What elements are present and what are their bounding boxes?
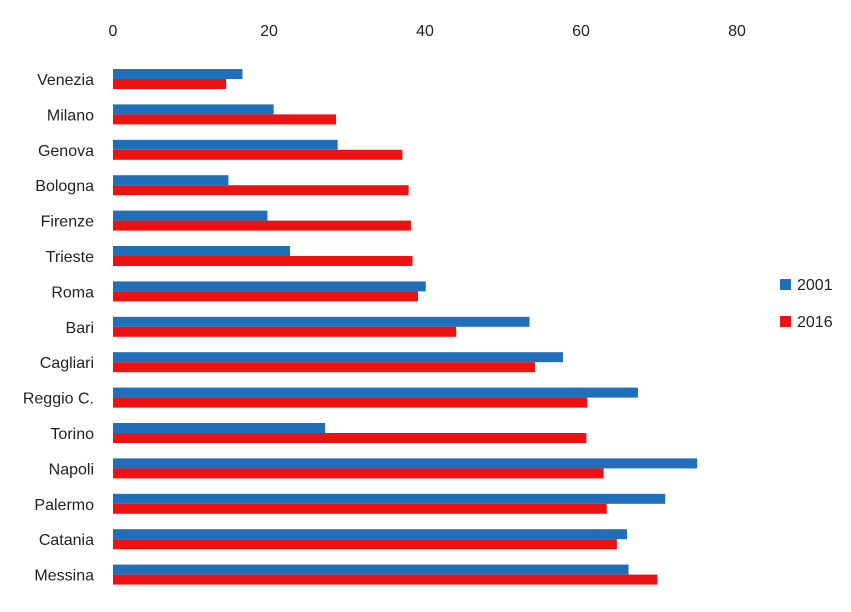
bar-2001-messina xyxy=(113,564,629,575)
bar-2001-milano xyxy=(113,104,274,115)
bar-2001-genova xyxy=(113,139,338,150)
legend-swatch xyxy=(780,316,791,327)
category-label: Bologna xyxy=(35,178,94,195)
x-tick-label: 40 xyxy=(416,23,434,40)
bar-2016-palermo xyxy=(113,503,607,514)
category-label: Genova xyxy=(38,143,94,160)
category-label: Bari xyxy=(66,320,94,337)
category-label: Torino xyxy=(50,426,94,443)
bar-2016-reggio-c xyxy=(113,397,588,408)
bar-2016-bari xyxy=(113,326,457,337)
category-label: Napoli xyxy=(49,461,94,478)
bar-2001-palermo xyxy=(113,493,666,504)
bar-2016-torino xyxy=(113,433,587,443)
bar-2001-venezia xyxy=(113,69,243,79)
category-label: Venezia xyxy=(37,72,94,89)
category-label: Catania xyxy=(39,532,94,549)
bar-2016-bologna xyxy=(113,185,409,196)
bar-2001-torino xyxy=(113,423,326,433)
bar-2016-genova xyxy=(113,149,403,160)
bar-2001-trieste xyxy=(113,246,291,256)
category-label: Palermo xyxy=(34,497,94,514)
category-label: Trieste xyxy=(46,249,94,266)
bar-2001-reggio-c xyxy=(113,387,638,398)
x-tick-label: 0 xyxy=(109,23,118,40)
bar-2016-cagliari xyxy=(113,362,535,373)
bar-2001-cagliari xyxy=(113,352,564,363)
category-label: Firenze xyxy=(41,214,94,231)
bar-2001-roma xyxy=(113,281,426,292)
legend-label: 2016 xyxy=(797,314,833,331)
category-label: Roma xyxy=(51,284,94,301)
bar-2001-catania xyxy=(113,529,628,540)
x-tick-label: 60 xyxy=(572,23,590,40)
bar-2016-firenze xyxy=(113,220,411,231)
y-axis-category-labels: Venezia Milano Genova Bologna Firenze Trieste… xyxy=(23,72,94,585)
bar-2016-trieste xyxy=(113,256,413,266)
bar-2001-bari xyxy=(113,316,530,327)
bar-2001-firenze xyxy=(113,210,268,221)
bar-2016-milano xyxy=(113,114,337,125)
x-tick-label: 80 xyxy=(728,23,746,40)
x-axis-ticks: 0 20 40 60 80 xyxy=(109,23,746,40)
legend: 2001 2016 xyxy=(780,277,833,331)
x-tick-label: 20 xyxy=(260,23,278,40)
bar-2016-roma xyxy=(113,291,418,302)
category-label: Milano xyxy=(47,107,94,124)
category-label: Cagliari xyxy=(40,355,94,372)
bar-2016-messina xyxy=(113,574,658,585)
bar-2016-napoli xyxy=(113,468,604,479)
category-label: Messina xyxy=(34,568,94,585)
bar-2016-venezia xyxy=(113,79,227,89)
bar-2016-catania xyxy=(113,539,617,550)
bar-2001-bologna xyxy=(113,175,229,186)
bar-2001-napoli xyxy=(113,458,698,469)
bar-series-group xyxy=(113,69,698,585)
category-label: Reggio C. xyxy=(23,391,94,408)
legend-swatch xyxy=(780,279,791,290)
legend-label: 2001 xyxy=(797,277,833,294)
